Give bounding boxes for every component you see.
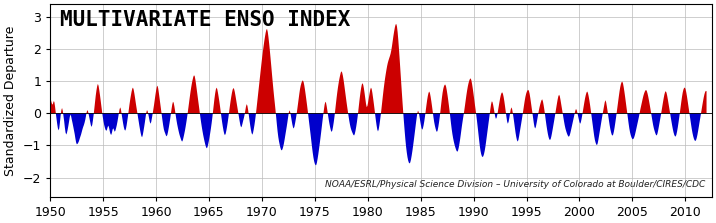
Y-axis label: Standardized Departure: Standardized Departure	[4, 25, 17, 176]
Text: MULTIVARIATE ENSO INDEX: MULTIVARIATE ENSO INDEX	[60, 10, 350, 30]
Text: NOAA/ESRL/Physical Science Division – University of Colorado at Boulder/CIRES/CD: NOAA/ESRL/Physical Science Division – Un…	[325, 180, 705, 189]
